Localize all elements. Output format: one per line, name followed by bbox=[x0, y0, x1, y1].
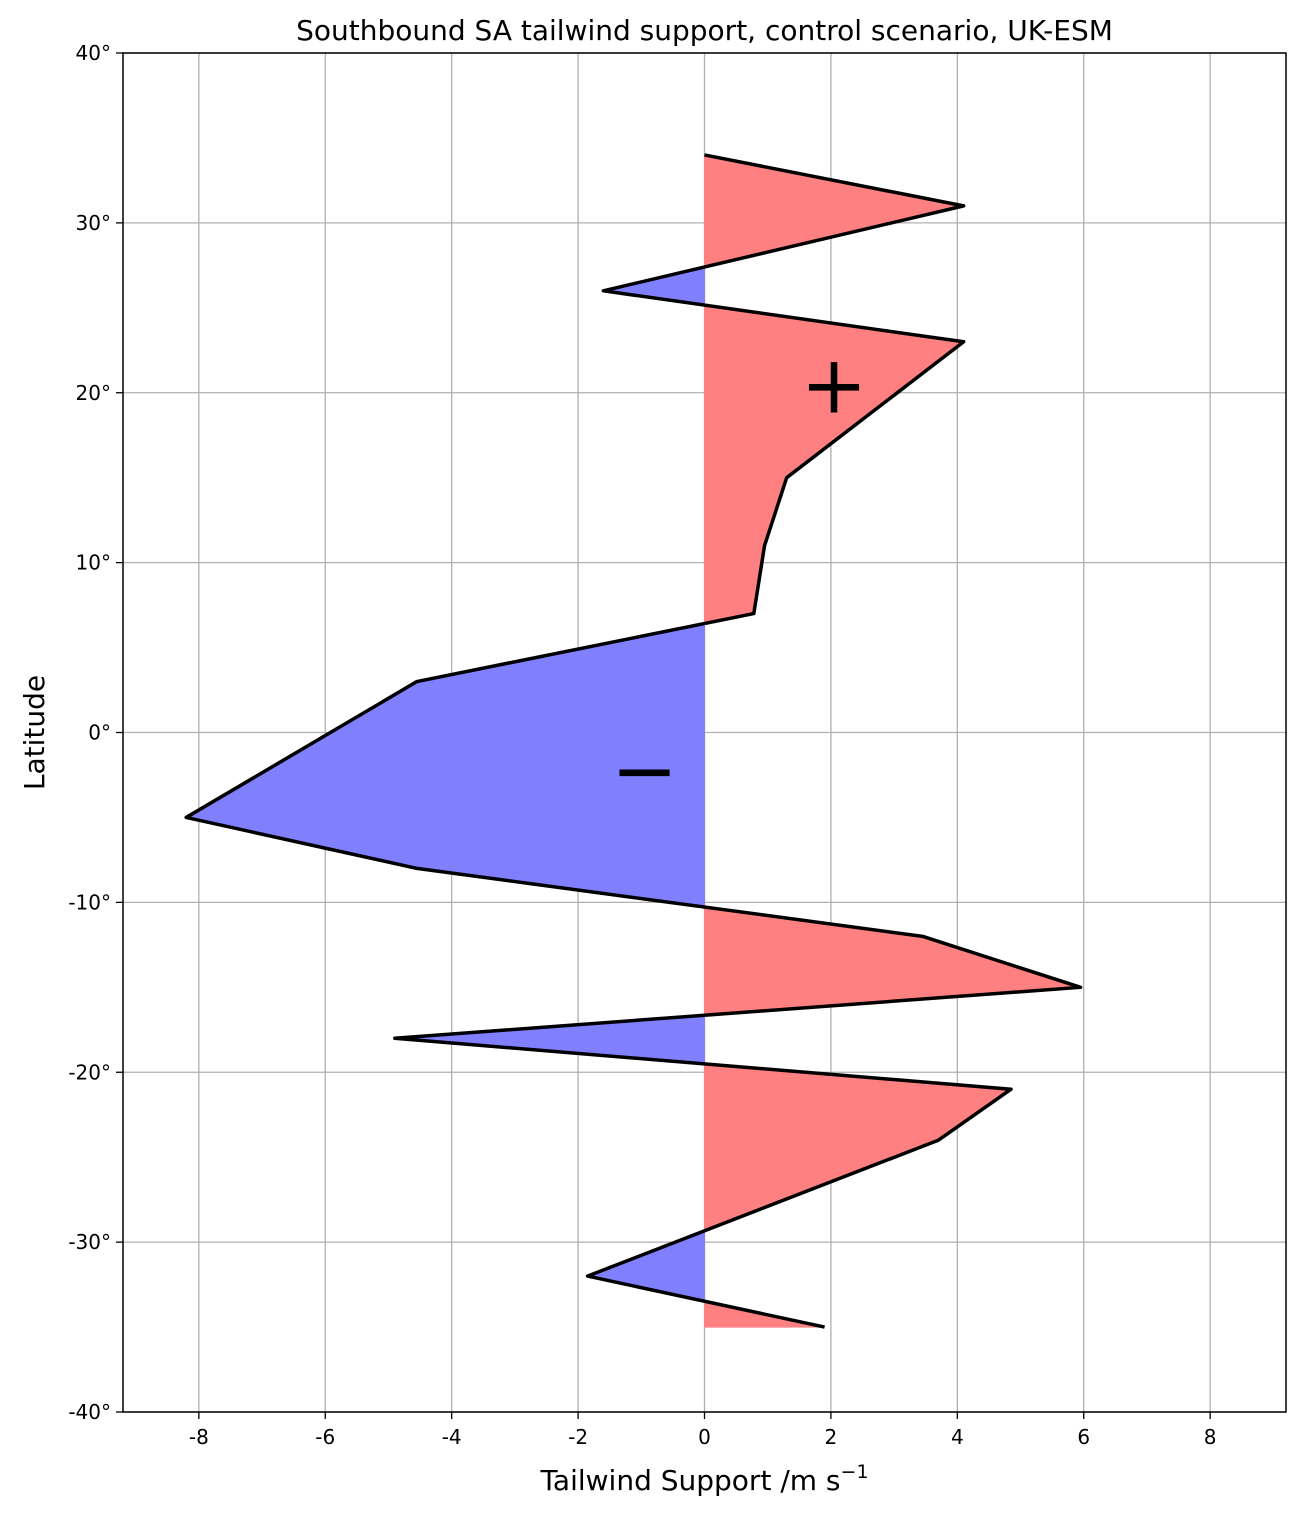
x-tick-label: 2 bbox=[825, 1425, 838, 1449]
y-tick-label: 0° bbox=[88, 721, 111, 745]
y-tick-label: -10° bbox=[68, 890, 111, 914]
y-tick-label: 40° bbox=[76, 41, 111, 65]
x-axis-label-text: Tailwind Support /m s bbox=[539, 1464, 840, 1497]
ticks: -8 -6 -4 -2 0 2 4 6 8 40° 30° 20° 10° 0° -10° -20° -30° -… bbox=[68, 41, 1216, 1449]
chart-title: Southbound SA tailwind support, control … bbox=[296, 14, 1113, 47]
y-axis-label: Latitude bbox=[18, 675, 51, 790]
x-axis-label-superscript: −1 bbox=[841, 1461, 869, 1483]
y-tick-label: -40° bbox=[68, 1400, 111, 1424]
x-tick-label: 0 bbox=[698, 1425, 711, 1449]
x-axis-label: Tailwind Support /m s−1 bbox=[539, 1461, 868, 1497]
y-tick-label: 30° bbox=[76, 211, 111, 235]
y-tick-label: 10° bbox=[76, 551, 111, 575]
y-tick-label: 20° bbox=[76, 381, 111, 405]
x-tick-label: 8 bbox=[1204, 1425, 1217, 1449]
x-tick-label: -6 bbox=[315, 1425, 335, 1449]
y-tick-label: -20° bbox=[68, 1060, 111, 1084]
x-tick-label: -2 bbox=[568, 1425, 588, 1449]
sign-annotation: + bbox=[801, 338, 868, 431]
x-tick-label: 4 bbox=[951, 1425, 964, 1449]
x-tick-label: -8 bbox=[189, 1425, 209, 1449]
series-line-group bbox=[184, 153, 1083, 1329]
x-tick-label: 6 bbox=[1077, 1425, 1090, 1449]
annotations: +− bbox=[611, 338, 868, 817]
sign-annotation: − bbox=[611, 724, 678, 817]
x-tick-label: -4 bbox=[442, 1425, 462, 1449]
series-line bbox=[184, 153, 1083, 1329]
y-tick-label: -30° bbox=[68, 1230, 111, 1254]
